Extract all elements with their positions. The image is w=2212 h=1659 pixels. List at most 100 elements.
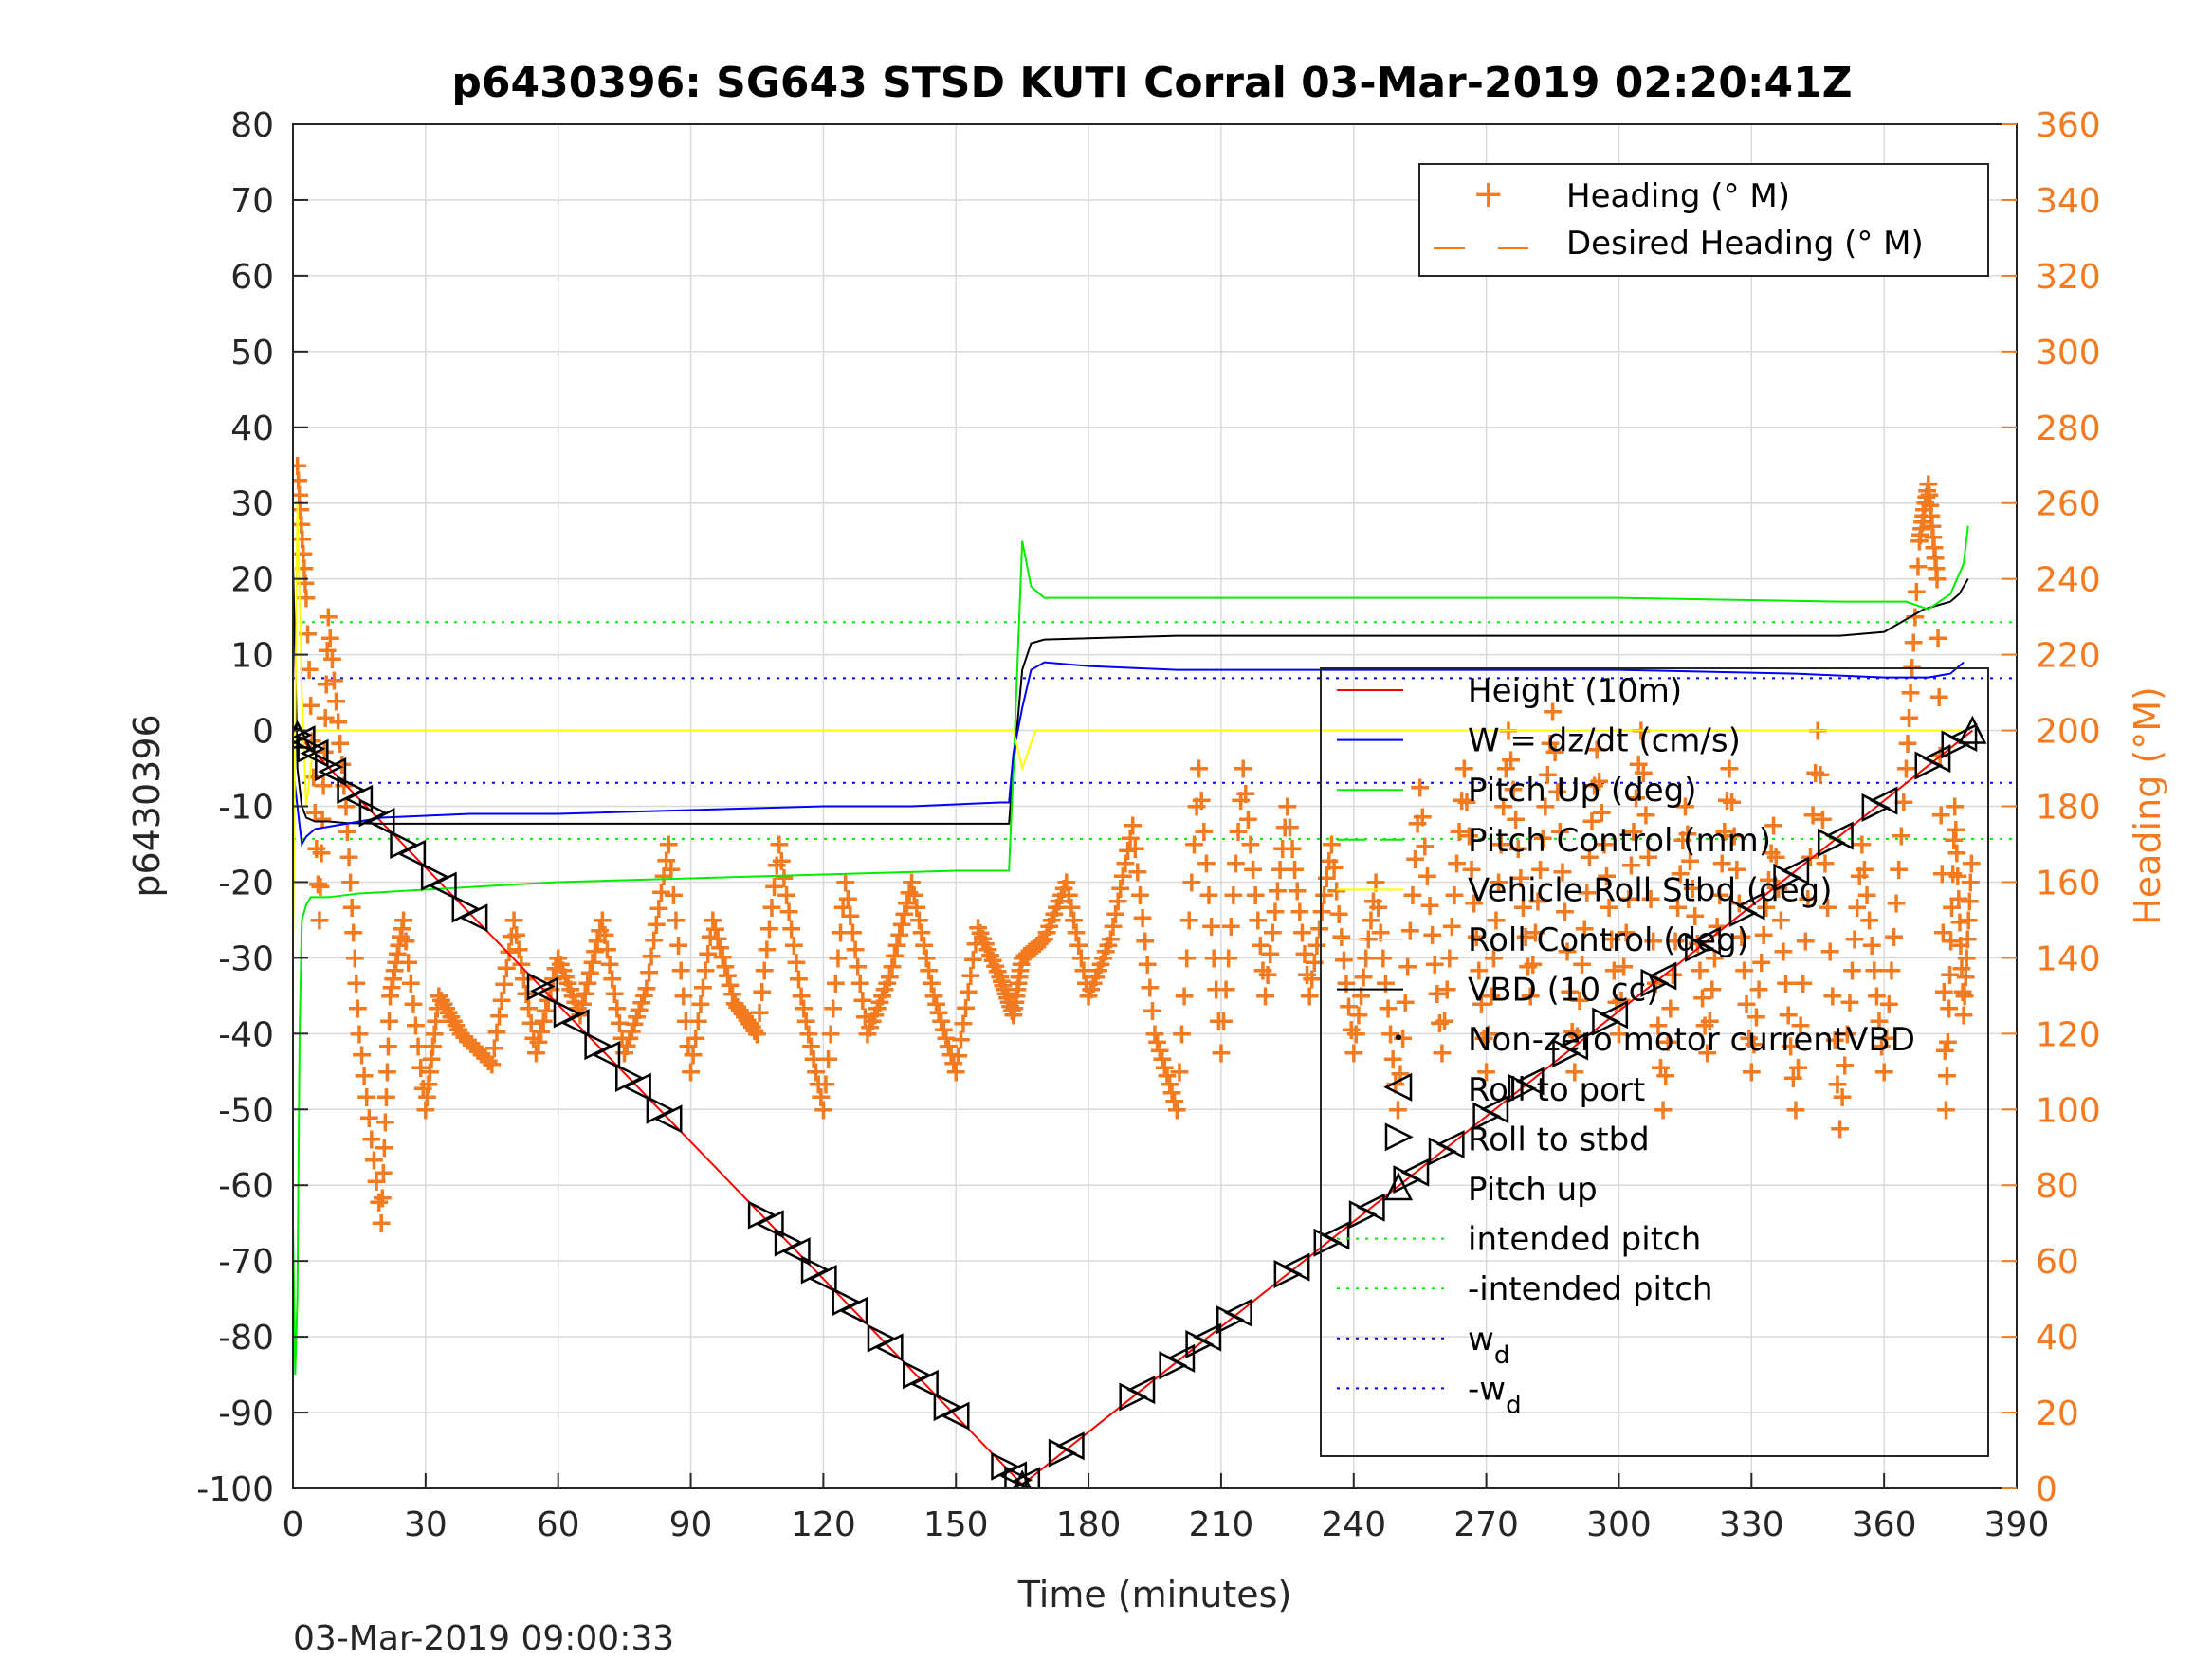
- heading-point: +: [1015, 938, 1039, 971]
- heading-point: +: [409, 1051, 432, 1085]
- heading-point: +: [674, 1005, 698, 1038]
- heading-point: +: [1435, 974, 1459, 1007]
- heading-point: +: [905, 891, 928, 924]
- heading-point: +: [1666, 891, 1690, 924]
- heading-point: +: [341, 917, 365, 950]
- heading-point: +: [1017, 936, 1041, 969]
- heading-point: +: [1450, 784, 1473, 817]
- heading-point: +: [787, 963, 811, 996]
- heading-point: +: [546, 941, 570, 975]
- heading-point: +: [628, 994, 651, 1027]
- heading-point: +: [816, 1043, 840, 1076]
- heading-point: +: [1796, 883, 1819, 916]
- heading-point: +: [404, 1009, 428, 1042]
- heading-point: +: [1843, 922, 1867, 956]
- heading-point: +: [1386, 1093, 1410, 1126]
- y-tick-label: 10: [230, 637, 274, 676]
- heading-point: +: [1028, 927, 1051, 960]
- heading-point: +: [1715, 784, 1739, 817]
- heading-point: +: [1720, 786, 1744, 819]
- heading-point: +: [986, 956, 1010, 989]
- x-tick-label: 300: [1586, 1505, 1652, 1544]
- heading-point: +: [630, 986, 653, 1019]
- heading-point: +: [1491, 791, 1515, 824]
- heading-point: +: [878, 960, 902, 994]
- heading-point: +: [740, 1011, 764, 1044]
- heading-point: +: [580, 946, 604, 979]
- heading-point: +: [1340, 1013, 1363, 1047]
- heading-point: +: [1394, 986, 1417, 1019]
- y-tick-label: 60: [230, 258, 274, 297]
- heading-point: +: [524, 1036, 548, 1069]
- chart-title: p6430396: SG643 STSD KUTI Corral 03-Mar-…: [451, 59, 1852, 107]
- heading-point: +: [421, 1030, 445, 1064]
- heading-point: +: [1010, 948, 1033, 981]
- heading-point: +: [721, 978, 744, 1012]
- heading-point: +: [814, 1068, 837, 1102]
- heading-point: +: [1246, 903, 1270, 937]
- heading-point: +: [1513, 921, 1537, 954]
- heading-point: +: [532, 1005, 556, 1038]
- heading-point: +: [442, 1005, 466, 1038]
- heading-point: +: [1595, 860, 1618, 893]
- heading-point: +: [1364, 866, 1388, 899]
- heading-point: +: [809, 1081, 832, 1114]
- heading-point: +: [843, 934, 867, 967]
- heading-point: +: [784, 946, 808, 979]
- heading-point: +: [736, 1004, 759, 1037]
- heading-point: +: [1320, 828, 1344, 861]
- heading-point: +: [1457, 820, 1481, 853]
- heading-point: +: [372, 1157, 395, 1190]
- heading-point: +: [503, 903, 526, 937]
- heading-point: +: [770, 845, 794, 878]
- heading-point: +: [969, 917, 993, 950]
- heading-point: +: [427, 979, 450, 1012]
- heading-point: +: [381, 963, 405, 996]
- heading-point: +: [1209, 1036, 1233, 1069]
- heading-point: +: [371, 1182, 394, 1215]
- heading-point: +: [1195, 847, 1218, 880]
- heading-point: +: [1295, 958, 1319, 992]
- heading-point: +: [1885, 887, 1909, 921]
- heading-point: +: [755, 934, 778, 967]
- heading-point: +: [691, 971, 715, 1004]
- heading-point: +: [959, 959, 982, 993]
- heading-point: +: [1482, 941, 1506, 975]
- heading-point: +: [838, 900, 862, 933]
- heading-point: +: [1170, 1017, 1194, 1050]
- heading-point: +: [920, 967, 943, 1000]
- heading-point: +: [1342, 1036, 1365, 1069]
- heading-point: +: [949, 1024, 973, 1057]
- heading-point: +: [1094, 936, 1118, 969]
- heading-point: +: [430, 984, 453, 1017]
- heading-point: +: [1693, 1009, 1717, 1042]
- heading-point: +: [1369, 917, 1393, 950]
- heading-point: +: [1816, 891, 1839, 924]
- legend-top: + Heading (° M) Desired Heading (° M): [1418, 163, 1989, 277]
- heading-point: +: [316, 634, 339, 667]
- heading-point: +: [1556, 936, 1580, 969]
- heading-point: +: [1531, 822, 1555, 855]
- heading-point: +: [649, 876, 673, 909]
- legend-main-entry: Height (10m): [1468, 672, 1682, 710]
- heading-point: +: [376, 1030, 400, 1064]
- heading-point: +: [1548, 815, 1572, 848]
- heading-point: +: [1087, 955, 1110, 988]
- heading-point: +: [444, 1009, 467, 1042]
- heading-point: +: [883, 939, 906, 973]
- heading-point: +: [779, 912, 803, 945]
- heading-point: +: [466, 1034, 490, 1067]
- heading-point: +: [981, 944, 1005, 977]
- heading-point: +: [1882, 921, 1906, 954]
- legend-main-entry: intended pitch: [1468, 1221, 1701, 1259]
- heading-point: +: [1305, 929, 1328, 962]
- heading-point: +: [1782, 1062, 1805, 1095]
- heading-point: +: [495, 952, 519, 985]
- heading-point: +: [1197, 879, 1220, 912]
- heading-point: +: [932, 1013, 956, 1047]
- heading-point: +: [1820, 979, 1844, 1012]
- heading-point: +: [858, 1012, 882, 1045]
- heading-point: +: [1544, 736, 1567, 769]
- heading-point: +: [558, 974, 582, 1007]
- heading-point: +: [1570, 948, 1594, 981]
